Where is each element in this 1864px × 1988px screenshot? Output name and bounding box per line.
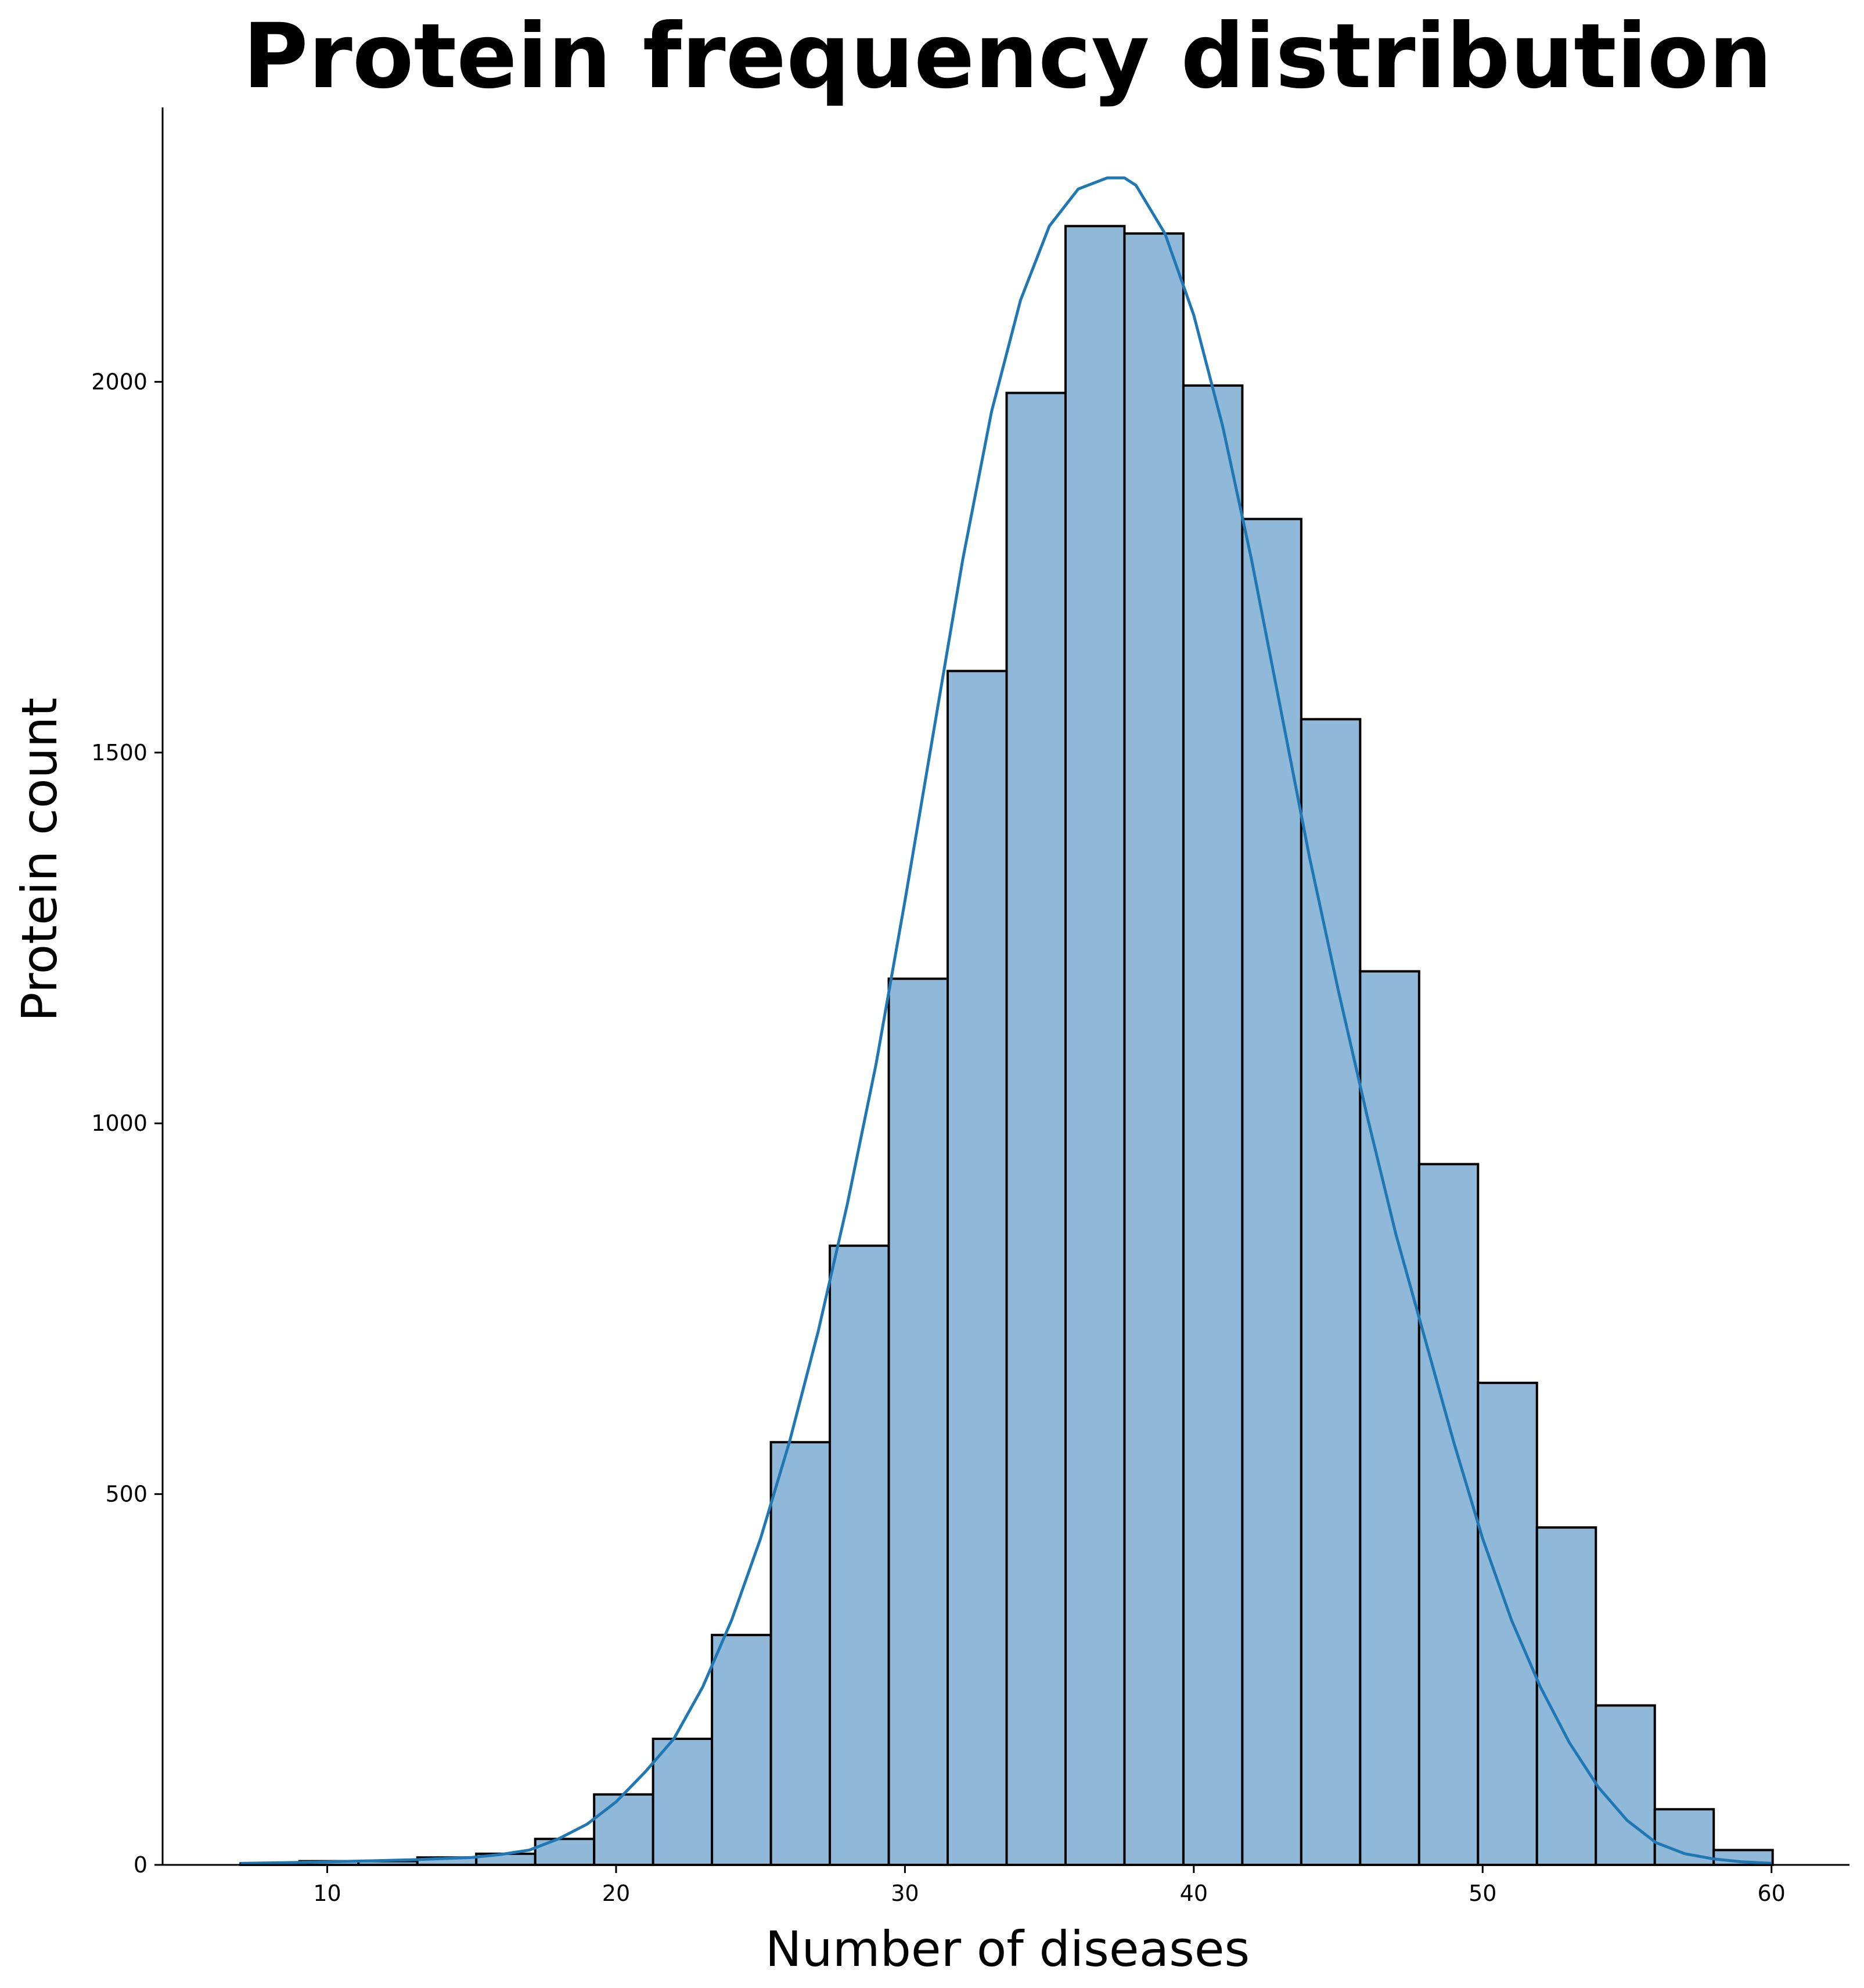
kde-curve: [240, 176, 1772, 1865]
y-tick-label: 1000: [91, 1110, 147, 1136]
histogram-bar: [711, 1634, 772, 1866]
histogram-bar: [947, 670, 1008, 1867]
histogram-bar: [534, 1838, 596, 1867]
x-tick-label: 10: [313, 1881, 341, 1906]
x-tick-label: 60: [1758, 1881, 1786, 1906]
chart-title: Protein frequency distribution: [243, 5, 1772, 109]
histogram-bar: [1653, 1808, 1715, 1866]
histogram-bar: [1359, 970, 1420, 1866]
histogram-bar: [652, 1737, 714, 1866]
y-tick-label: 2000: [91, 369, 147, 394]
y-axis-ticks: 0 500 1000 1500 2000: [91, 369, 163, 1878]
x-axis-ticks: 10 20 30 40 50 60: [313, 1865, 1786, 1906]
x-tick-label: 50: [1469, 1881, 1496, 1906]
histogram-bar: [1241, 517, 1302, 1866]
y-axis-label: Protein count: [11, 698, 68, 1022]
histogram-bar: [593, 1793, 654, 1866]
histogram-bar: [1064, 225, 1126, 1867]
histogram-bar: [1595, 1704, 1656, 1867]
x-axis-label: Number of diseases: [765, 1921, 1250, 1978]
y-tick-label: 1500: [91, 740, 147, 765]
x-tick-label: 20: [602, 1881, 630, 1906]
x-tick-label: 30: [891, 1881, 919, 1906]
histogram-bar: [1182, 384, 1244, 1867]
histogram-bar: [887, 977, 949, 1866]
histogram-bar: [1300, 718, 1362, 1866]
x-tick-label: 40: [1180, 1881, 1208, 1906]
histogram-bar: [1417, 1163, 1480, 1866]
y-tick-label: 0: [134, 1852, 147, 1878]
histogram-bar: [1005, 391, 1067, 1866]
histogram-bar: [829, 1244, 890, 1866]
histogram-bar: [1123, 232, 1185, 1866]
histogram-bars: [239, 225, 1774, 1867]
y-tick-label: 500: [105, 1482, 147, 1507]
histogram-bar: [769, 1441, 832, 1866]
axes: [161, 107, 1849, 1866]
histogram-bar: [1477, 1382, 1538, 1867]
